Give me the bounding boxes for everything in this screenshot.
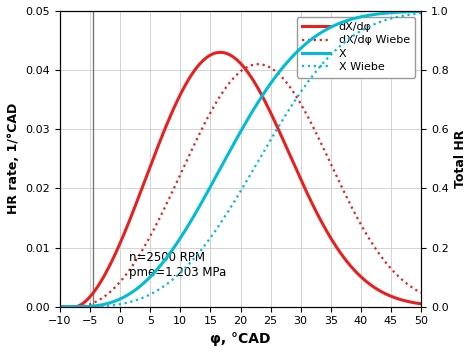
- dX/dφ: [218, 50, 223, 54]
- dX/dφ: [98, 279, 104, 283]
- dX/dφ Wiebe: [120, 277, 126, 281]
- Y-axis label: Total HR: Total HR: [454, 130, 467, 188]
- X-axis label: φ, °CAD: φ, °CAD: [210, 332, 271, 346]
- X: [418, 9, 424, 13]
- dX/dφ: [211, 51, 217, 55]
- dX/dφ Wiebe: [57, 305, 63, 309]
- dX/dφ Wiebe: [196, 134, 201, 138]
- dX/dφ: [57, 305, 63, 309]
- X Wiebe: [57, 305, 63, 309]
- X: [411, 10, 417, 14]
- X: [211, 178, 217, 182]
- X Wiebe: [120, 301, 126, 306]
- X Wiebe: [211, 231, 217, 235]
- dX/dφ: [196, 63, 201, 67]
- dX/dφ Wiebe: [418, 291, 424, 295]
- X Wiebe: [372, 22, 378, 26]
- X: [57, 305, 63, 309]
- X: [120, 296, 126, 300]
- X: [196, 206, 201, 210]
- Line: X Wiebe: X Wiebe: [60, 13, 421, 307]
- X Wiebe: [411, 12, 417, 16]
- Line: dX/dφ: dX/dφ: [60, 52, 421, 307]
- dX/dφ: [418, 302, 424, 306]
- dX/dφ Wiebe: [255, 62, 261, 66]
- Line: X: X: [60, 11, 421, 307]
- dX/dφ: [372, 286, 378, 290]
- X Wiebe: [418, 11, 424, 15]
- Legend: dX/dφ, dX/dφ Wiebe, X, X Wiebe: dX/dφ, dX/dφ Wiebe, X, X Wiebe: [297, 17, 416, 78]
- X: [372, 12, 378, 17]
- Text: n=2500 RPM
pme=1.203 MPa: n=2500 RPM pme=1.203 MPa: [129, 251, 227, 279]
- Line: dX/dφ Wiebe: dX/dφ Wiebe: [60, 64, 421, 307]
- dX/dφ Wiebe: [98, 297, 104, 301]
- X Wiebe: [196, 251, 201, 256]
- dX/dφ Wiebe: [411, 287, 417, 291]
- dX/dφ: [120, 235, 126, 240]
- dX/dφ Wiebe: [372, 246, 378, 250]
- X: [98, 303, 104, 307]
- X Wiebe: [98, 304, 104, 309]
- dX/dφ Wiebe: [211, 104, 217, 108]
- Y-axis label: HR rate, 1/°CAD: HR rate, 1/°CAD: [7, 103, 20, 215]
- dX/dφ: [411, 301, 417, 305]
